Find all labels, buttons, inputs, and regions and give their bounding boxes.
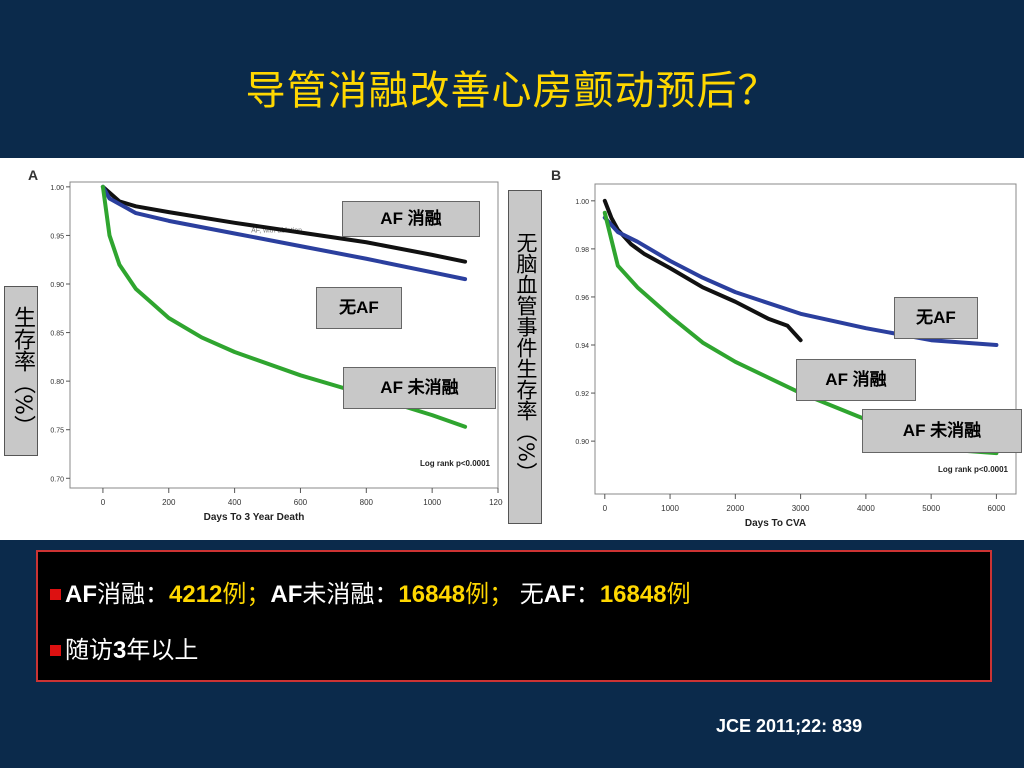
info-text-segment: 3 bbox=[113, 637, 127, 664]
info-text-segment: 例 bbox=[666, 581, 691, 608]
info-line-cohort-sizes: AF消融：4212例；AF未消融：16848例； 无AF：16848例 bbox=[50, 574, 691, 609]
y-tick-label: 0.90 bbox=[50, 282, 64, 289]
x-tick-label: 600 bbox=[294, 498, 308, 507]
y-tick-label: 0.70 bbox=[50, 476, 64, 483]
info-text-segment: AF bbox=[65, 581, 97, 608]
x-tick-label: 5000 bbox=[922, 504, 940, 513]
info-box: AF消融：4212例；AF未消融：16848例； 无AF：16848例 随访3年… bbox=[36, 550, 992, 682]
y-tick-label: 0.98 bbox=[575, 247, 589, 254]
x-tick-label: 0 bbox=[603, 504, 608, 513]
tag-no-af-b: 无AF bbox=[894, 297, 978, 339]
info-text-segment: 无 bbox=[513, 581, 544, 608]
y-tick-label: 0.80 bbox=[50, 379, 64, 386]
info-text-segment: 年以上 bbox=[126, 637, 199, 664]
survival-rate-axis-label: 生存率（%） bbox=[4, 286, 38, 456]
series-line-blue bbox=[100, 184, 468, 282]
y-tick-label: 0.96 bbox=[575, 295, 589, 302]
x-tick-label: 1000 bbox=[423, 498, 441, 507]
x-axis-label: Days To 3 Year Death bbox=[204, 512, 305, 523]
info-text-segment: 16848 bbox=[599, 581, 667, 608]
info-text-segment: 未消融： bbox=[302, 581, 399, 608]
log-rank-annotation: Log rank p<0.0001 bbox=[938, 465, 1009, 474]
info-line-follow-up: 随访3年以上 bbox=[50, 630, 198, 665]
info-text-segment: 16848 bbox=[398, 581, 466, 608]
y-tick-label: 1.00 bbox=[575, 199, 589, 206]
x-tick-label: 400 bbox=[228, 498, 242, 507]
bullet-icon bbox=[50, 645, 61, 656]
x-tick-label: 200 bbox=[162, 498, 176, 507]
x-tick-label: 2000 bbox=[726, 504, 744, 513]
info-text-segment: AF bbox=[543, 581, 576, 608]
y-tick-label: 0.94 bbox=[575, 343, 589, 350]
tag-no-af-a: 无AF bbox=[316, 287, 402, 329]
y-tick-label: 1.00 bbox=[50, 185, 64, 192]
x-axis-label: Days To CVA bbox=[745, 518, 806, 529]
info-text-segment: 例； bbox=[465, 581, 514, 608]
info-text-segment: 4212 bbox=[169, 581, 223, 608]
x-tick-label: 800 bbox=[360, 498, 374, 507]
y-tick-label: 0.75 bbox=[50, 428, 64, 435]
y-tick-label: 0.85 bbox=[50, 331, 64, 338]
y-tick-label: 0.92 bbox=[575, 391, 589, 398]
info-text-segment: AF bbox=[270, 581, 303, 608]
x-tick-label: 6000 bbox=[988, 504, 1006, 513]
bullet-icon bbox=[50, 589, 61, 600]
series-line-black bbox=[602, 198, 803, 343]
tag-af-ablation-a: AF 消融 bbox=[342, 201, 480, 237]
chart-b: B 0 1000 2000 3000 4000 5000 6000 0.90 0.92 0.94 0.… bbox=[551, 167, 1017, 529]
series-line-black bbox=[100, 184, 468, 264]
info-text-segment: 随访 bbox=[65, 637, 113, 664]
citation: JCE 2011;22: 839 bbox=[716, 716, 863, 736]
info-text-segment: ： bbox=[575, 581, 600, 608]
tag-af-ablation-b: AF 消融 bbox=[796, 359, 916, 401]
info-text-segment: 消融： bbox=[97, 581, 169, 608]
y-tick-label: 0.95 bbox=[50, 233, 64, 240]
y-tick-label: 0.90 bbox=[575, 439, 589, 446]
stroke-free-survival-axis-label: 无脑血管事件生存率（%） bbox=[508, 190, 542, 524]
info-text-segment: 例； bbox=[222, 581, 271, 608]
tag-af-no-ablation-b: AF 未消融 bbox=[862, 409, 1022, 453]
panel-label: B bbox=[551, 167, 561, 183]
x-tick-label: 1000 bbox=[661, 504, 679, 513]
tag-af-no-ablation-a: AF 未消融 bbox=[343, 367, 496, 409]
log-rank-annotation: Log rank p<0.0001 bbox=[420, 459, 491, 468]
x-tick-label: 4000 bbox=[857, 504, 875, 513]
chart-panel-b: B 0 1000 2000 3000 4000 5000 6000 0.90 0.92 0.94 0.… bbox=[503, 158, 1024, 540]
x-tick-label: 3000 bbox=[792, 504, 810, 513]
slide-title: 导管消融改善心房颤动预后？ bbox=[245, 68, 779, 114]
x-tick-label: 0 bbox=[101, 498, 106, 507]
panel-label: A bbox=[28, 167, 38, 183]
